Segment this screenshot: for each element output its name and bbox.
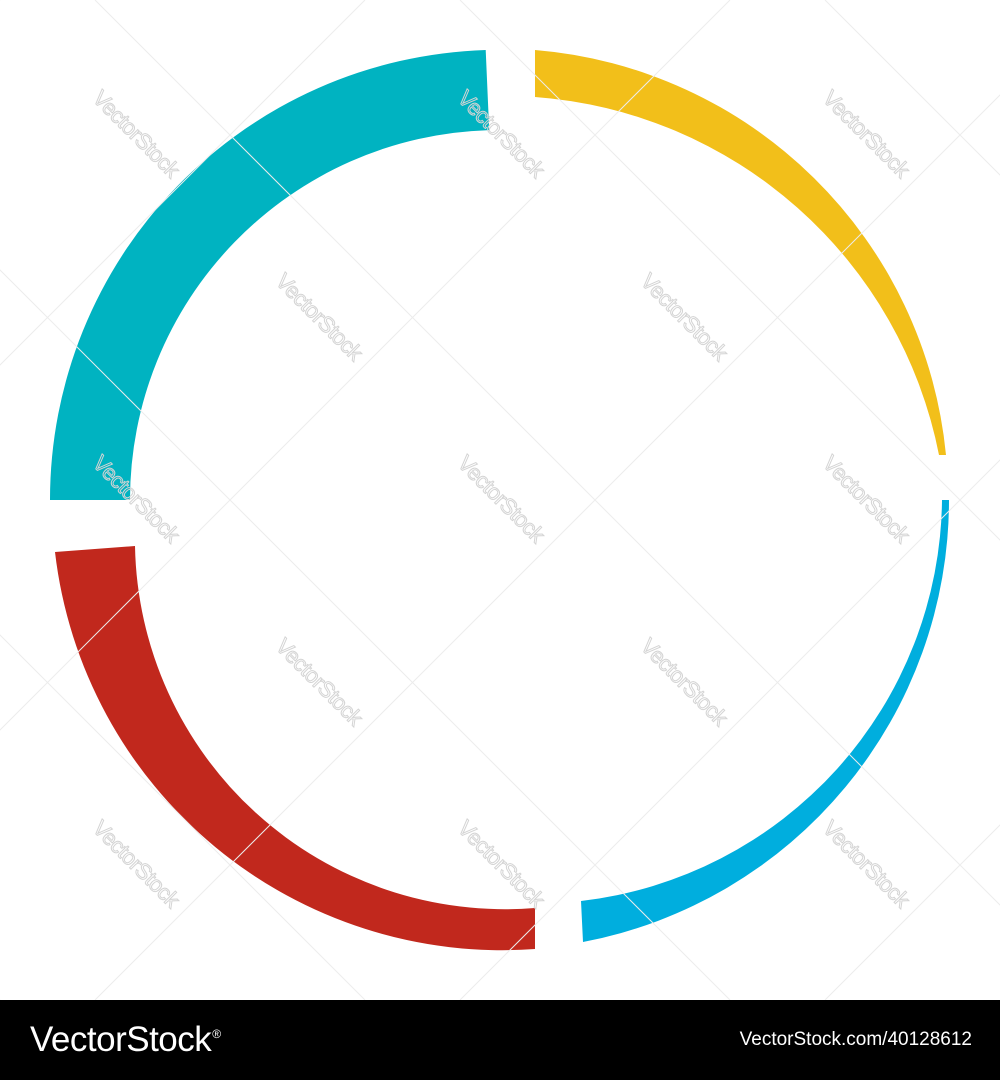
watermark-text: VectorStock xyxy=(88,815,186,913)
red-arc-segment xyxy=(55,546,535,951)
watermark-layer: VectorStock VectorStock VectorStock VectorS… xyxy=(0,0,1000,1000)
watermark-text: VectorStock xyxy=(636,633,734,731)
watermark-line xyxy=(0,269,731,1000)
artwork-canvas: VectorStock VectorStock VectorStock VectorS… xyxy=(0,0,1000,1000)
brand-name: VectorStock xyxy=(30,1020,212,1059)
watermark-text: VectorStock xyxy=(636,268,734,366)
watermark-text: VectorStock xyxy=(453,85,551,183)
footer-bar: VectorStock® VectorStock.com/40128612 xyxy=(0,1000,1000,1080)
watermark-text: VectorStock xyxy=(818,450,916,548)
image-reference: VectorStock.com/40128612 xyxy=(739,1029,972,1050)
watermark-text: VectorStock xyxy=(818,815,916,913)
watermark-line xyxy=(459,0,1000,541)
watermark-line xyxy=(824,0,1000,176)
watermark-line xyxy=(0,634,366,1000)
watermark-text: VectorStock xyxy=(271,633,369,731)
blue-arc-segment xyxy=(581,500,949,942)
brand-logo: VectorStock® xyxy=(30,1020,221,1060)
registered-mark: ® xyxy=(212,1027,221,1042)
watermark-text: VectorStock xyxy=(818,85,916,183)
watermark-text: VectorStock xyxy=(88,85,186,183)
yellow-arc-segment xyxy=(535,50,946,455)
watermark-line xyxy=(824,824,1000,1000)
watermark-text: VectorStock xyxy=(271,268,369,366)
teal-arc-segment xyxy=(49,50,490,500)
watermark-text: VectorStock xyxy=(453,815,551,913)
watermark-text: VectorStock xyxy=(453,450,551,548)
watermark-line xyxy=(0,0,366,366)
watermark-line xyxy=(94,0,1000,906)
